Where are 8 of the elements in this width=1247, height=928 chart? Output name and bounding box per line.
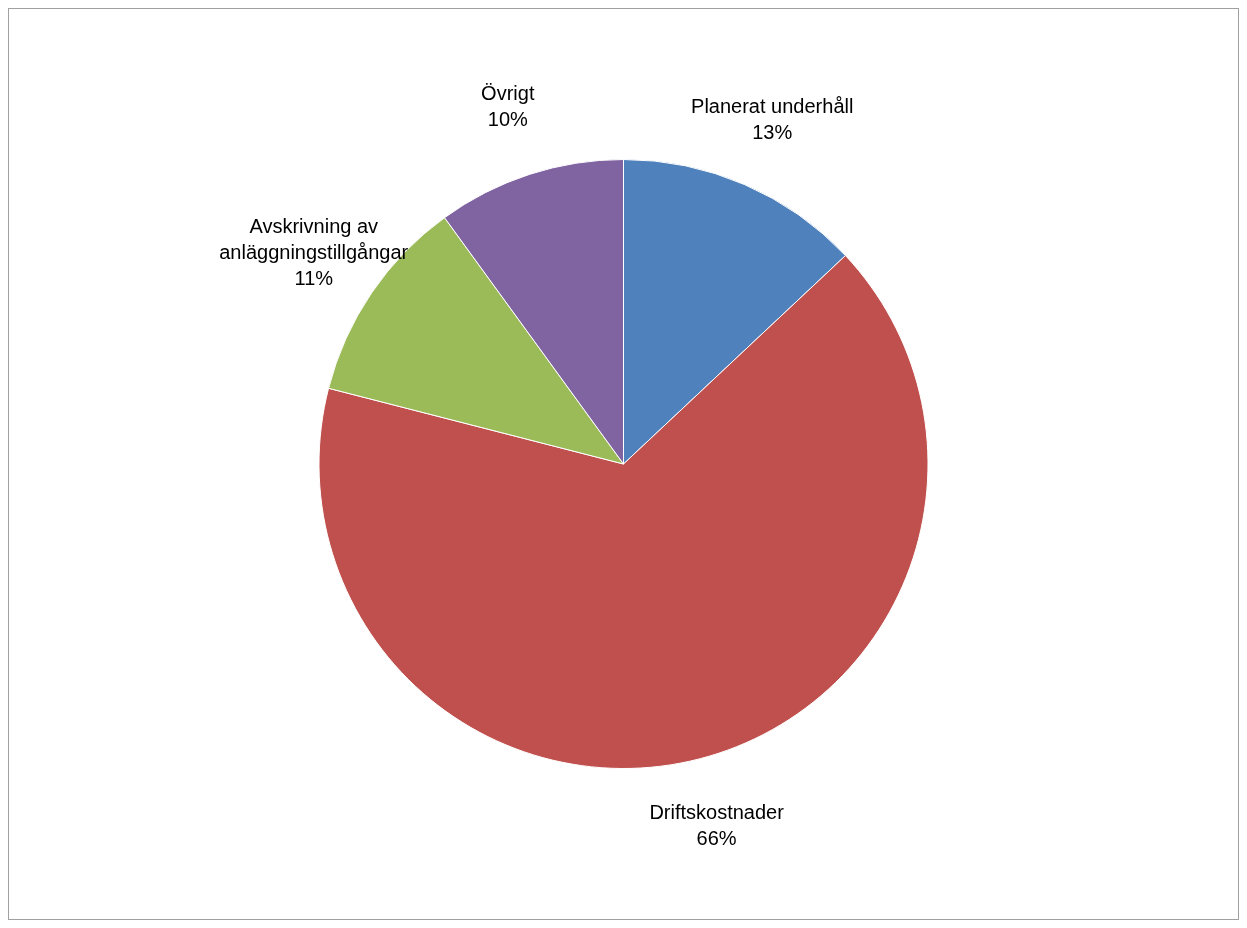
slice-label: Avskrivning av anläggningstillgångar (219, 215, 409, 264)
slice-label: Övrigt (481, 82, 535, 105)
slice-label: Planerat underhåll (691, 94, 854, 117)
data-label: 66% (696, 827, 737, 850)
slice-label: Driftskostnader (649, 801, 785, 824)
data-label: 13% (752, 120, 793, 143)
data-label: 11% (294, 267, 334, 290)
data-label: 10% (487, 108, 528, 131)
